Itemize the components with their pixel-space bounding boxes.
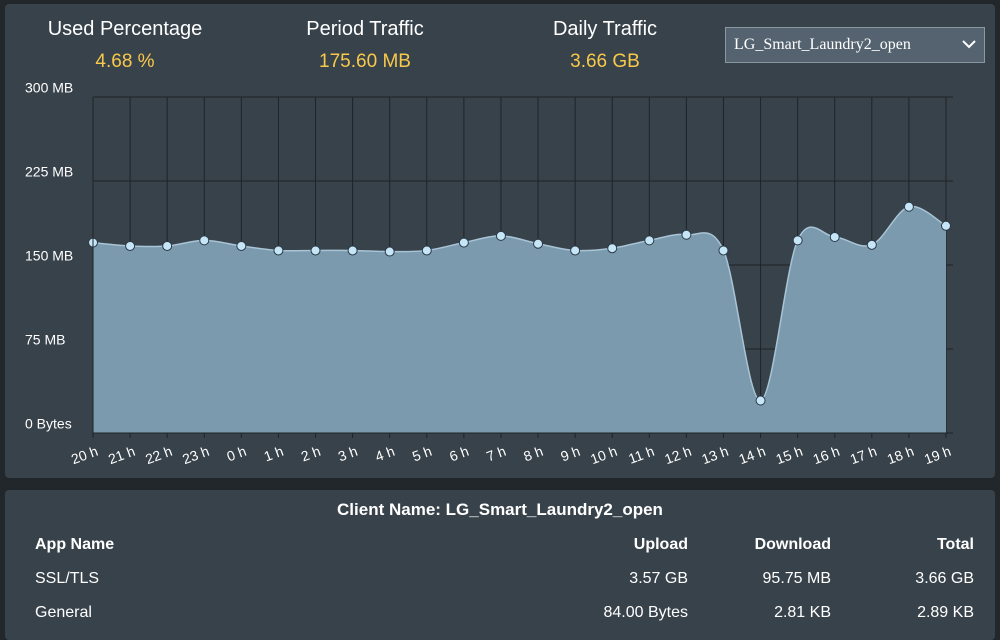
- x-tick-label: 2 h: [299, 443, 323, 465]
- stat-label: Used Percentage: [47, 18, 203, 40]
- point: [681, 229, 692, 240]
- x-tick-label: 11 h: [626, 443, 656, 467]
- point: [162, 240, 173, 251]
- cell: 3.66 GB: [915, 570, 974, 587]
- stat: Daily Traffic 3.66 GB: [485, 18, 725, 73]
- x-tick-label: 6 h: [447, 443, 471, 465]
- x-tick-label: 22 h: [143, 443, 174, 467]
- point: [495, 230, 506, 241]
- x-tick-label: 16 h: [811, 443, 842, 467]
- cell: SSL/TLS: [35, 570, 100, 587]
- stat-value: 3.66 GB: [570, 51, 640, 72]
- point: [421, 245, 432, 256]
- cell: 2.89 KB: [917, 604, 974, 621]
- header-cell: Total: [936, 536, 974, 553]
- stat-label: Period Traffic: [306, 18, 424, 40]
- point: [310, 245, 321, 256]
- cell: General: [35, 604, 92, 621]
- table-panel: Client Name: LG_Smart_Laundry2_open App …: [5, 490, 995, 640]
- x-tick-label: 13 h: [699, 443, 730, 467]
- area: [93, 206, 946, 433]
- cell: 2.81 KB: [774, 604, 831, 621]
- chart-panel: Used Percentage 4.68 % Period Traffic 175.…: [5, 4, 995, 478]
- x-tick-label: 4 h: [373, 443, 397, 465]
- x-tick-label: 9 h: [558, 443, 582, 465]
- point: [644, 235, 655, 246]
- point: [273, 245, 284, 256]
- chevron: [962, 40, 976, 49]
- point: [236, 240, 247, 251]
- point: [125, 240, 136, 251]
- stat-value: 175.60 MB: [319, 51, 411, 72]
- y-tick-label: 225 MB: [25, 164, 73, 180]
- point: [533, 238, 544, 249]
- point: [755, 395, 766, 406]
- header-cell: Upload: [633, 536, 688, 553]
- x-tick-label: 7 h: [484, 443, 508, 465]
- cell: 3.57 GB: [629, 570, 688, 587]
- point: [866, 239, 877, 250]
- x-tick-label: 17 h: [848, 443, 879, 467]
- point: [792, 235, 803, 246]
- stat: Used Percentage 4.68 %: [5, 18, 245, 73]
- header-cell: App Name: [35, 536, 115, 553]
- x-tick-label: 20 h: [69, 443, 100, 467]
- point: [718, 245, 729, 256]
- y-tick-label: 150 MB: [25, 248, 73, 264]
- y-tick-label: 300 MB: [25, 80, 73, 96]
- header-cell: Download: [754, 536, 831, 553]
- y-tick-label: 0 Bytes: [25, 416, 72, 432]
- x-tick-label: 14 h: [737, 443, 768, 467]
- point: [199, 235, 210, 246]
- x-tick-label: 19 h: [922, 443, 953, 467]
- point: [829, 232, 840, 242]
- point: [347, 245, 358, 256]
- x-tick-label: 10 h: [588, 443, 619, 467]
- point: [941, 220, 951, 231]
- point: [570, 245, 581, 256]
- cell: 84.00 Bytes: [603, 604, 689, 621]
- stat-value: 4.68 %: [95, 51, 155, 72]
- point: [607, 243, 618, 254]
- x-tick-label: 8 h: [521, 443, 545, 465]
- x-tick-label: 23 h: [180, 443, 211, 467]
- stat-label: Daily Traffic: [552, 18, 658, 40]
- cell: 95.75 MB: [762, 570, 831, 587]
- dropdown-text: LG_Smart_Laundry2_open: [734, 36, 911, 53]
- x-tick-label: 15 h: [774, 443, 805, 467]
- point: [458, 237, 469, 248]
- x-tick-label: 0 h: [225, 443, 249, 465]
- x-tick-label: 18 h: [885, 443, 916, 467]
- table-title: Client Name: LG_Smart_Laundry2_open: [337, 500, 663, 519]
- x-tick-label: 12 h: [662, 443, 693, 467]
- stat: Period Traffic 175.60 MB: [245, 18, 485, 73]
- point: [384, 246, 395, 257]
- x-tick-label: 21 h: [106, 443, 137, 467]
- x-tick-label: 1 h: [262, 443, 286, 465]
- y-tick-label: 75 MB: [25, 332, 65, 348]
- client-dropdown[interactable]: LG_Smart_Laundry2_open: [725, 27, 985, 63]
- chart: 0 Bytes 75 MB 150 MB 225 MB 300 MB 20 h 21 h 22…: [25, 80, 953, 467]
- x-tick-label: 5 h: [410, 443, 434, 465]
- x-tick-label: 3 h: [336, 443, 360, 465]
- point: [903, 201, 914, 212]
